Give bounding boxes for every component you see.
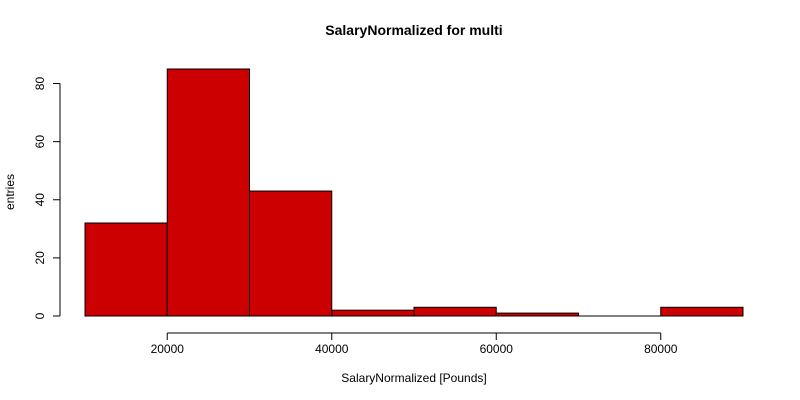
y-tick-label: 40 — [33, 193, 47, 207]
histogram-bar — [413, 306, 497, 317]
histogram-bar — [249, 190, 333, 317]
histogram-bar — [166, 68, 250, 317]
y-axis: 0 20 40 60 80 — [33, 77, 61, 319]
x-tick-label: 20000 — [151, 342, 185, 356]
x-tick-label: 40000 — [315, 342, 349, 356]
y-tick-label: 0 — [33, 312, 47, 319]
y-tick-label: 80 — [33, 77, 47, 91]
histogram-bar — [331, 309, 415, 317]
histogram-bar — [84, 222, 168, 317]
x-axis-label: SalaryNormalized [Pounds] — [341, 371, 486, 385]
bars-group — [84, 68, 744, 317]
x-tick-label: 60000 — [480, 342, 514, 356]
x-axis: 20000 40000 60000 80000 — [151, 332, 678, 356]
y-tick-label: 20 — [33, 251, 47, 265]
histogram-bar — [660, 306, 744, 317]
histogram-bar — [495, 312, 579, 317]
chart-title: SalaryNormalized for multi — [325, 22, 502, 38]
x-tick-label: 80000 — [644, 342, 678, 356]
y-axis-label: entries — [3, 174, 17, 210]
y-tick-label: 60 — [33, 135, 47, 149]
